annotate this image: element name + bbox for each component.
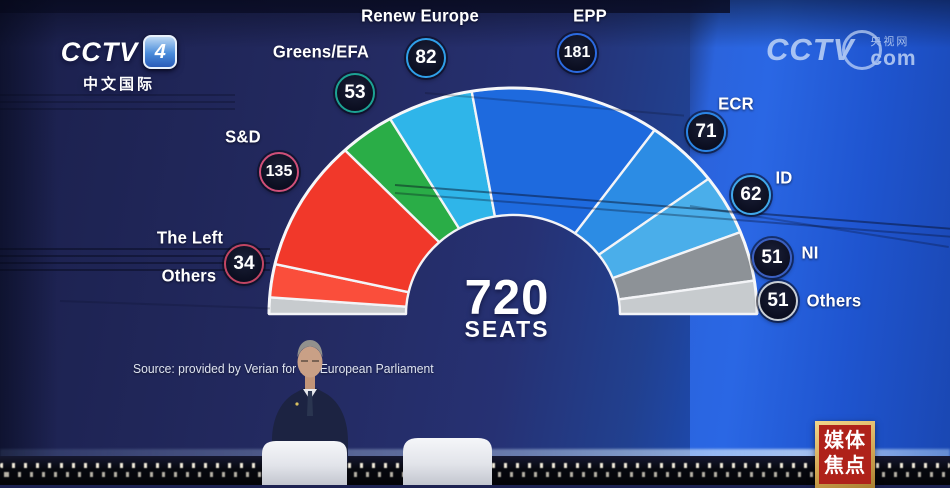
party-label-epp: EPP [573,5,607,26]
presenter-tie [307,391,313,416]
total-seats-unit: SEATS [464,316,550,342]
party-label-greens-efa: Greens/EFA [272,41,370,62]
watermark-brand: CCTV [766,32,855,67]
lectern-right [403,438,492,485]
seat-badge-ni: 51 [752,238,792,278]
party-label-others-left: Others [161,265,217,286]
party-label-id: ID [775,167,793,188]
party-label-renew-europe: Renew Europe [361,5,479,26]
watermark-ring-icon [842,30,882,70]
presenter-neck [305,376,315,389]
party-label-ni: NI [801,242,819,263]
party-label-s-d: S&D [225,126,261,147]
left-edge-shadow [0,0,58,462]
channel-subtitle: 中文国际 [82,75,155,93]
corner-tag-line2: 焦点 [824,453,866,477]
party-label-others-right: Others [806,290,862,311]
lapel-pin [295,402,299,406]
seat-badge-greens-efa: 53 [335,73,375,113]
seat-badge-epp: 181 [557,33,597,73]
seat-badge-others-right: 51 [758,281,798,321]
source-text: Source: provided by Verian for the Europ… [133,362,434,376]
seat-badge-renew-europe: 82 [406,38,446,78]
channel-logo-brand: CCTV [60,36,139,67]
corner-tag-line1: 媒体 [824,428,866,452]
presenter-hair [297,340,323,357]
program-corner-tag: 媒体 焦点 [815,421,875,488]
seat-badge-the-left: 34 [224,244,264,284]
seat-badge-id: 62 [731,175,771,215]
hemicycle-outer-outline [267,86,759,315]
party-label-ecr: ECR [718,93,754,114]
seat-badge-ecr: 71 [686,112,726,152]
presenter-head [297,346,323,378]
channel-logo: CCTV 4 中文国际 [52,35,186,94]
seat-badge-s-d: 135 [259,152,299,192]
channel-number-badge: 4 [143,35,178,69]
party-label-the-left: The Left [156,227,224,248]
wall-streaks [0,94,235,112]
lectern-left [262,441,347,485]
site-watermark: CCTV 央视网 com [766,30,917,71]
total-seats-value: 720 [464,271,550,325]
